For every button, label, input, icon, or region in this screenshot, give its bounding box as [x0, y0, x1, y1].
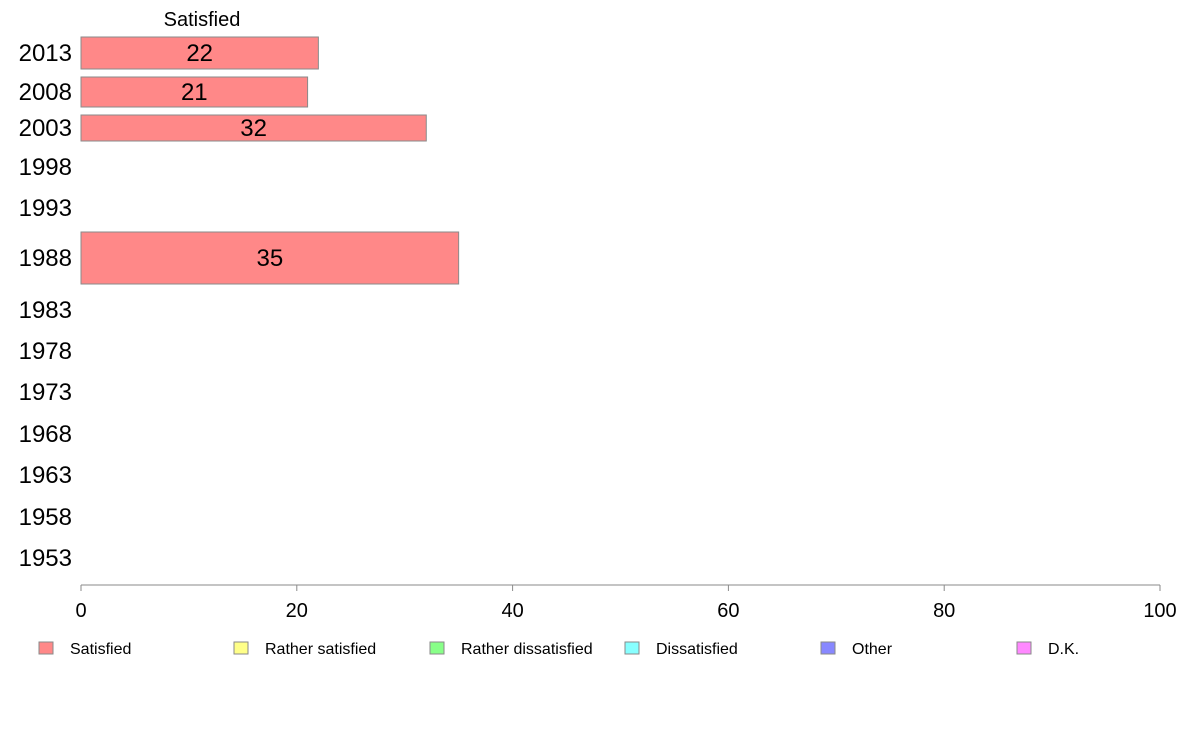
bar-value-label: 35 — [256, 245, 283, 272]
y-tick-label: 1998 — [19, 154, 72, 181]
bar-value-label: 32 — [240, 115, 267, 142]
y-tick-label: 1953 — [19, 545, 72, 572]
x-tick-label: 80 — [933, 600, 955, 622]
legend-label: Other — [852, 641, 893, 658]
legend-swatch — [624, 641, 640, 655]
y-tick-label: 2008 — [19, 79, 72, 106]
legend-swatch — [38, 641, 54, 655]
legend-label: D.K. — [1048, 641, 1079, 658]
bar — [80, 114, 427, 142]
legend-label: Rather dissatisfied — [461, 641, 593, 658]
y-tick-label: 1993 — [19, 195, 72, 222]
x-tick-label: 60 — [717, 600, 739, 622]
legend-label: Rather satisfied — [265, 641, 376, 658]
legend-label: Dissatisfied — [656, 641, 738, 658]
y-tick-label: 1968 — [19, 421, 72, 448]
y-tick-label: 2003 — [19, 115, 72, 142]
legend-swatch — [1016, 641, 1032, 655]
x-tick-label: 0 — [75, 600, 86, 622]
y-tick-label: 1988 — [19, 245, 72, 272]
x-tick-label: 20 — [286, 600, 308, 622]
y-tick-label: 1963 — [19, 462, 72, 489]
legend-swatch — [233, 641, 249, 655]
bar-value-label: 22 — [186, 40, 213, 67]
legend-label: Satisfied — [70, 641, 131, 658]
y-tick-label: 1958 — [19, 504, 72, 531]
y-tick-label: 2013 — [19, 40, 72, 67]
legend-swatch — [429, 641, 445, 655]
bar-value-label: 21 — [181, 79, 208, 106]
y-tick-label: 1983 — [19, 297, 72, 324]
bar — [80, 76, 309, 108]
x-tick-label: 40 — [501, 600, 523, 622]
column-header: Satisfied — [164, 9, 241, 31]
bar — [80, 36, 319, 70]
legend-swatch — [820, 641, 836, 655]
y-tick-label: 1978 — [19, 338, 72, 365]
x-tick-label: 100 — [1143, 600, 1176, 622]
bar — [80, 231, 460, 285]
y-tick-label: 1973 — [19, 379, 72, 406]
